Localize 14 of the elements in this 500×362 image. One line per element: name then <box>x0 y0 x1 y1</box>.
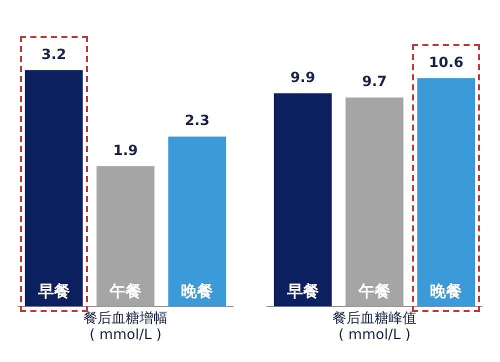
data-label: 10.6 <box>428 54 464 71</box>
x-tick-label: 早餐 <box>286 282 319 301</box>
data-label: 1.9 <box>113 142 138 159</box>
x-tick-label: 午餐 <box>358 282 390 301</box>
x-tick-label: 晚餐 <box>181 282 214 301</box>
x-axis-title: 餐后血糖增幅 ( mmol/L ) <box>84 310 168 344</box>
x-tick-label: 午餐 <box>108 282 142 301</box>
data-label: 9.9 <box>290 70 316 86</box>
x-tick-label: 早餐 <box>36 282 70 301</box>
x-tick-label: 晚餐 <box>430 282 462 301</box>
data-label: 3.2 <box>41 46 66 63</box>
data-label: 9.7 <box>362 74 387 90</box>
x-axis-title: 餐后血糖峰值 ( mmol/L ) <box>332 310 416 344</box>
data-label: 2.3 <box>184 113 210 130</box>
